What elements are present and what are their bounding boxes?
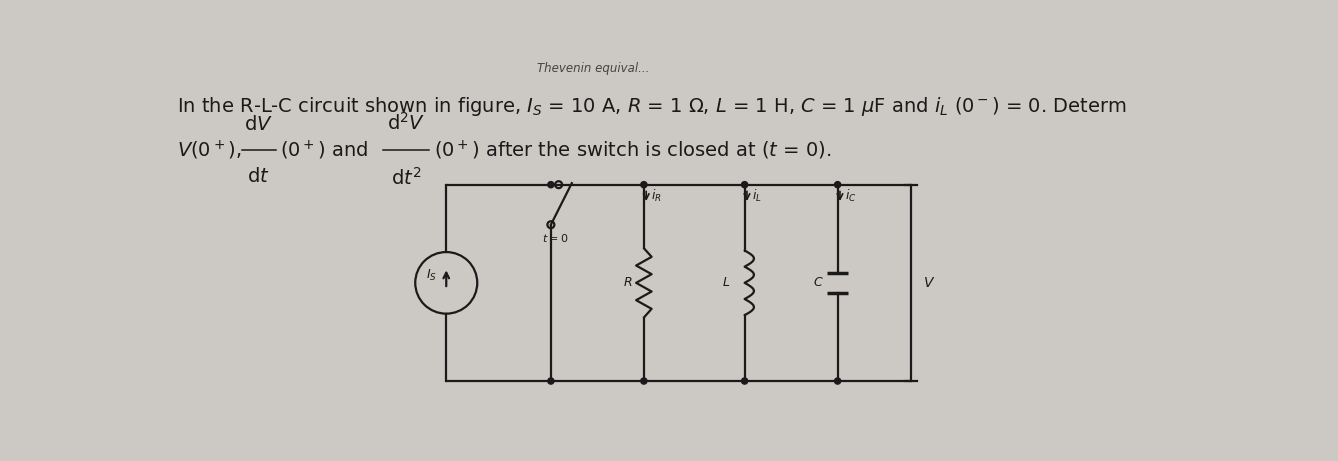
- Text: $i_C$: $i_C$: [844, 188, 856, 204]
- Text: d$t$: d$t$: [248, 167, 270, 186]
- Text: $I_S$: $I_S$: [425, 267, 438, 283]
- Text: $R$: $R$: [622, 276, 633, 290]
- Text: $L$: $L$: [723, 276, 731, 290]
- Circle shape: [835, 182, 840, 188]
- Text: $i_R$: $i_R$: [650, 188, 661, 204]
- Text: d$V$: d$V$: [245, 115, 273, 134]
- Circle shape: [641, 378, 648, 384]
- Text: $V$: $V$: [923, 276, 935, 290]
- Text: (0$^+$) and: (0$^+$) and: [281, 138, 369, 162]
- Text: $V$(0$^+$),: $V$(0$^+$),: [178, 138, 242, 162]
- Circle shape: [741, 378, 748, 384]
- Circle shape: [641, 182, 648, 188]
- Text: d$^2V$: d$^2V$: [387, 112, 425, 134]
- Text: $i_L$: $i_L$: [752, 188, 761, 204]
- Circle shape: [741, 182, 748, 188]
- Circle shape: [547, 182, 554, 188]
- Text: d$t^2$: d$t^2$: [391, 167, 421, 189]
- Circle shape: [547, 378, 554, 384]
- Text: $C$: $C$: [814, 276, 824, 290]
- Text: Thevenin equival...: Thevenin equival...: [538, 62, 650, 75]
- Circle shape: [835, 378, 840, 384]
- Text: In the R-L-C circuit shown in figure, $I_S$ = 10 A, $R$ = 1 $\Omega$, $L$ = 1 H,: In the R-L-C circuit shown in figure, $I…: [178, 95, 1127, 118]
- Text: (0$^+$) after the switch is closed at ($t$ = 0).: (0$^+$) after the switch is closed at ($…: [434, 138, 831, 162]
- Text: $t=0$: $t=0$: [542, 231, 569, 244]
